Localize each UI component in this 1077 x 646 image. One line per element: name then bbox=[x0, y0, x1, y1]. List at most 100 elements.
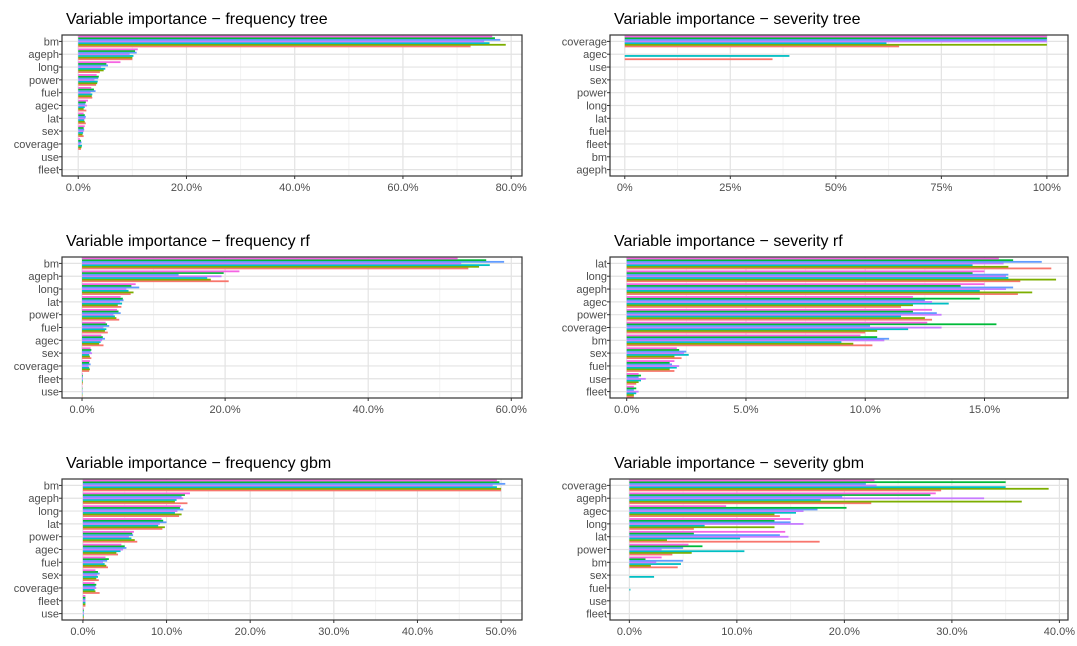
category-label-use: use bbox=[589, 62, 607, 74]
bar-agec-series-3 bbox=[78, 106, 85, 109]
category-label-fleet: fleet bbox=[586, 609, 607, 621]
bar-fuel-series-5 bbox=[82, 325, 110, 327]
bar-coverage-series-6 bbox=[629, 481, 1006, 484]
bar-bm-series-1 bbox=[78, 45, 471, 48]
bar-bm-series-4 bbox=[78, 40, 485, 43]
bar-agec-series-3 bbox=[624, 55, 790, 57]
bar-bm-series-7 bbox=[82, 257, 458, 260]
bar-long-series-2 bbox=[82, 513, 182, 516]
bar-use-series-1 bbox=[82, 617, 84, 620]
bar-fleet-series-6 bbox=[82, 374, 83, 377]
bar-bm-series-1 bbox=[626, 344, 873, 347]
bar-fuel-series-7 bbox=[78, 86, 92, 89]
bar-ageph-series-3 bbox=[82, 277, 208, 279]
x-tick-label: 20.0% bbox=[171, 182, 202, 194]
bar-long-series-1 bbox=[78, 71, 100, 73]
bar-lat-series-1 bbox=[78, 122, 86, 125]
bar-lat-series-1 bbox=[626, 267, 1052, 270]
bar-coverage-series-3 bbox=[82, 588, 95, 591]
bar-long-series-3 bbox=[82, 511, 175, 514]
bar-agec-series-6 bbox=[629, 506, 847, 509]
bar-power-series-2 bbox=[82, 539, 135, 541]
bar-lat-series-5 bbox=[78, 115, 86, 118]
category-label-agec: agec bbox=[35, 335, 59, 347]
bar-ageph-series-4 bbox=[82, 275, 222, 278]
category-label-coverage: coverage bbox=[562, 480, 607, 492]
bar-fuel-series-4 bbox=[78, 91, 91, 94]
bar-fuel-series-4 bbox=[82, 326, 104, 329]
category-label-coverage: coverage bbox=[14, 361, 59, 373]
bar-bm-series-4 bbox=[626, 339, 885, 342]
bar-use-series-7 bbox=[626, 373, 639, 375]
bar-bm-series-7 bbox=[629, 556, 662, 559]
bar-ageph-series-7 bbox=[82, 492, 190, 495]
bar-agec-series-1 bbox=[82, 553, 119, 556]
bar-agec-series-2 bbox=[78, 107, 84, 110]
bar-coverage-series-3 bbox=[626, 328, 909, 331]
bar-ageph-series-7 bbox=[82, 270, 240, 273]
category-label-power: power bbox=[577, 310, 607, 322]
bar-lat-series-7 bbox=[82, 296, 121, 298]
bar-lat-series-5 bbox=[629, 534, 780, 537]
bar-ageph-series-2 bbox=[626, 291, 1033, 294]
bar-use-series-2 bbox=[82, 616, 84, 618]
bar-long-series-6 bbox=[629, 519, 775, 522]
bar-long-series-7 bbox=[82, 283, 136, 286]
panel-3: Variable importance − frequency rf bmagep… bbox=[14, 233, 527, 416]
bar-coverage-series-1 bbox=[626, 331, 866, 334]
bar-coverage-series-6 bbox=[626, 323, 997, 326]
bar-long-series-7 bbox=[626, 270, 985, 273]
panel-2: Variable importance − severity tree cover… bbox=[562, 11, 1069, 194]
bar-bm-series-5 bbox=[78, 38, 501, 41]
bar-coverage-series-1 bbox=[624, 45, 900, 48]
bar-ageph-series-4 bbox=[629, 497, 985, 500]
panel-title: Variable importance − frequency rf bbox=[66, 233, 310, 250]
bar-agec-series-7 bbox=[78, 99, 88, 102]
category-label-use: use bbox=[41, 152, 59, 164]
category-label-sex: sex bbox=[42, 126, 60, 138]
bar-ageph-series-3 bbox=[629, 499, 821, 501]
bar-coverage-series-7 bbox=[78, 138, 80, 140]
bar-bm-series-2 bbox=[82, 487, 502, 490]
bar-bm-series-6 bbox=[78, 37, 495, 40]
bar-agec-series-4 bbox=[78, 104, 87, 107]
category-label-ageph: ageph bbox=[576, 493, 607, 505]
bar-ageph-series-4 bbox=[82, 497, 184, 500]
bar-long-series-5 bbox=[629, 521, 791, 524]
bar-ageph-series-1 bbox=[82, 502, 188, 505]
bar-bm-series-6 bbox=[82, 259, 487, 262]
category-label-fuel: fuel bbox=[589, 583, 607, 595]
bar-sex-series-1 bbox=[78, 135, 84, 138]
bar-ageph-series-4 bbox=[78, 53, 130, 56]
bar-fuel-series-2 bbox=[82, 564, 107, 567]
bar-sex-series-5 bbox=[78, 128, 85, 131]
bar-fleet-series-5 bbox=[82, 376, 83, 379]
bar-power-series-5 bbox=[78, 77, 99, 80]
bar-coverage-series-7 bbox=[629, 479, 875, 482]
bar-long-series-2 bbox=[629, 526, 775, 529]
bar-fleet-series-4 bbox=[82, 599, 86, 602]
category-label-fleet: fleet bbox=[38, 596, 59, 608]
x-tick-label: 5.0% bbox=[733, 404, 758, 416]
bar-bm-series-3 bbox=[82, 264, 490, 267]
bar-fleet-series-2 bbox=[82, 381, 83, 384]
bar-agec-series-3 bbox=[82, 341, 101, 343]
category-label-sex: sex bbox=[590, 570, 608, 582]
bar-agec-series-2 bbox=[82, 551, 117, 554]
bar-fleet-series-7 bbox=[82, 373, 83, 375]
bar-coverage-series-3 bbox=[624, 42, 887, 45]
bar-sex-series-6 bbox=[82, 571, 98, 573]
category-label-fleet: fleet bbox=[38, 165, 59, 177]
panel-title: Variable importance − severity gbm bbox=[614, 455, 864, 472]
category-label-ageph: ageph bbox=[28, 271, 59, 283]
bar-fuel-series-5 bbox=[626, 363, 673, 366]
bar-power-series-1 bbox=[82, 540, 138, 543]
bar-coverage-series-5 bbox=[82, 363, 91, 366]
category-label-bm: bm bbox=[592, 152, 607, 164]
bar-power-series-4 bbox=[82, 313, 114, 316]
bar-ageph-series-6 bbox=[78, 50, 136, 52]
bar-sex-series-6 bbox=[78, 127, 84, 129]
x-tick-label: 40.0% bbox=[353, 404, 384, 416]
bar-coverage-series-2 bbox=[624, 43, 1047, 46]
bar-power-series-3 bbox=[82, 315, 115, 318]
